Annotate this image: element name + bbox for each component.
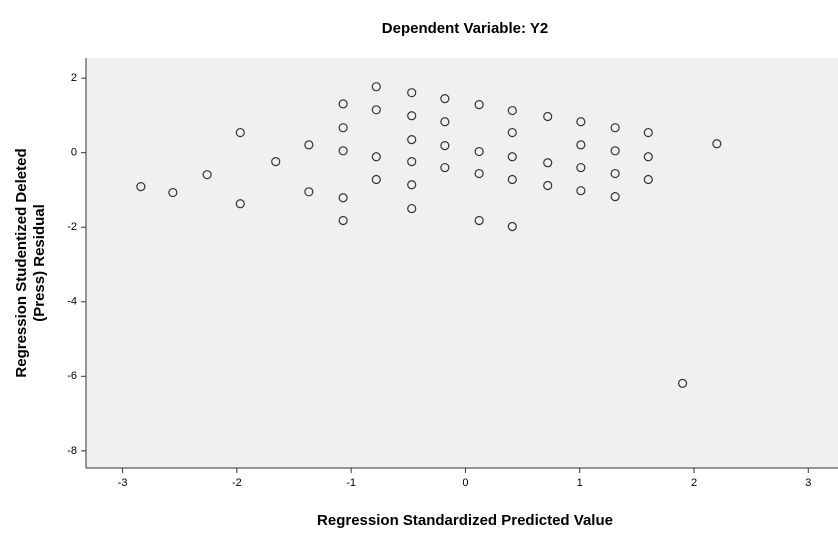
point	[643, 127, 653, 138]
point	[338, 99, 348, 109]
point	[474, 99, 484, 110]
point	[440, 140, 450, 151]
point	[576, 162, 586, 173]
x-axis-label: Regression Standardized Predicted Value	[317, 512, 613, 529]
point	[407, 180, 417, 190]
point	[440, 117, 450, 127]
point	[643, 174, 653, 185]
point	[202, 170, 212, 180]
point	[610, 168, 620, 179]
point	[304, 140, 314, 150]
point	[543, 111, 553, 122]
point	[271, 157, 281, 167]
x-tick-label: -1	[346, 477, 356, 489]
point	[235, 127, 245, 138]
x-tick-label: -3	[118, 477, 128, 489]
point	[507, 221, 517, 232]
x-tick-label: 2	[691, 477, 697, 489]
point	[371, 174, 381, 185]
point	[168, 187, 178, 198]
point	[407, 203, 417, 214]
point	[576, 186, 586, 196]
y-tick-label: 0	[71, 147, 77, 159]
point	[712, 139, 722, 149]
point	[610, 123, 620, 133]
point	[338, 146, 348, 156]
point	[338, 123, 348, 133]
point	[440, 162, 450, 173]
point	[576, 117, 586, 127]
y-tick-label: -4	[67, 296, 77, 308]
point	[610, 146, 620, 156]
point	[474, 215, 484, 226]
point	[507, 152, 517, 162]
y-tick-label: -2	[67, 221, 77, 233]
point	[338, 215, 348, 226]
plot-area	[86, 58, 838, 468]
point	[371, 152, 381, 162]
x-tick-label: 0	[462, 477, 468, 489]
point	[610, 192, 620, 202]
point	[507, 127, 517, 138]
y-axis-label: Regression Studentized Deleted	[13, 148, 30, 377]
point	[338, 193, 348, 203]
y-tick-label: 2	[71, 72, 77, 84]
chart-title: Dependent Variable: Y2	[382, 20, 548, 37]
point	[371, 105, 381, 115]
point	[407, 135, 417, 145]
y-axis-label: (Press) Residual	[31, 204, 48, 322]
point	[643, 152, 653, 162]
point	[543, 158, 553, 168]
x-tick-label: 3	[805, 477, 811, 489]
point	[304, 187, 314, 197]
point	[407, 111, 417, 121]
point	[474, 146, 484, 157]
point	[677, 378, 688, 388]
point	[440, 94, 450, 104]
point	[474, 168, 484, 179]
point	[576, 140, 586, 150]
point	[507, 105, 517, 116]
point	[371, 82, 381, 92]
point	[507, 174, 517, 185]
x-tick-label: 1	[577, 477, 583, 489]
y-tick-label: -8	[67, 445, 77, 457]
point	[407, 157, 417, 167]
point	[543, 180, 553, 191]
point	[136, 181, 146, 192]
y-tick-label: -6	[67, 370, 77, 382]
point	[235, 199, 245, 209]
point	[407, 88, 417, 98]
x-tick-label: -2	[232, 477, 242, 489]
